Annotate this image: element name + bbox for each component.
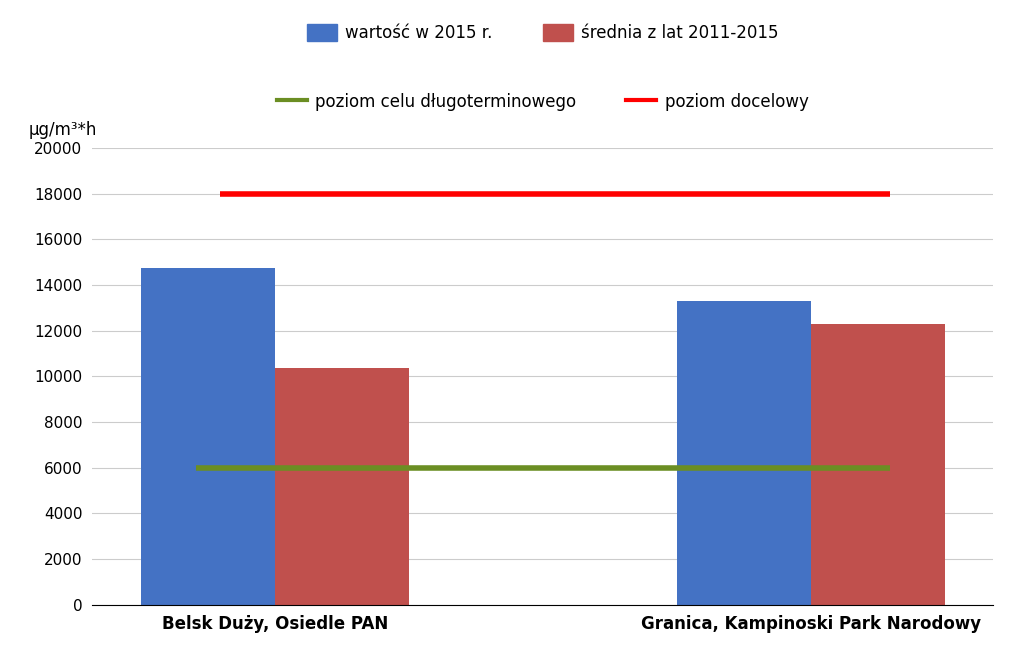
Text: μg/m³*h: μg/m³*h xyxy=(29,121,97,138)
Bar xyxy=(677,301,811,605)
Legend: poziom celu długoterminowego, poziom docelowy: poziom celu długoterminowego, poziom doc… xyxy=(272,87,813,116)
Bar xyxy=(274,368,409,605)
Bar xyxy=(141,268,274,605)
Bar xyxy=(811,324,944,605)
